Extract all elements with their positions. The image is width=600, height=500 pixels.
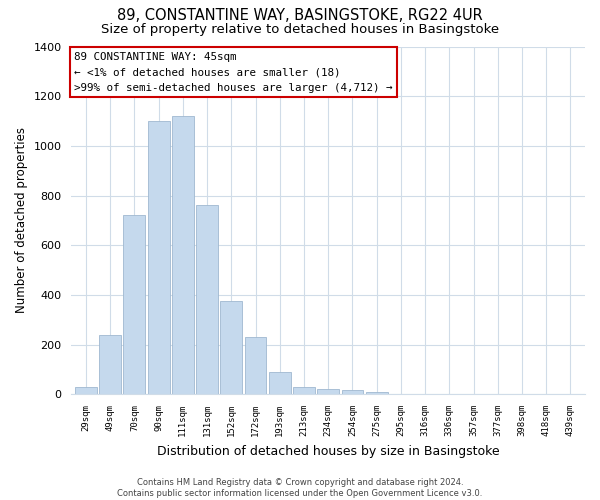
Text: Size of property relative to detached houses in Basingstoke: Size of property relative to detached ho…: [101, 22, 499, 36]
Bar: [293, 386, 315, 394]
Y-axis label: Number of detached properties: Number of detached properties: [15, 128, 28, 314]
Text: 89 CONSTANTINE WAY: 45sqm
← <1% of detached houses are smaller (18)
>99% of semi: 89 CONSTANTINE WAY: 45sqm ← <1% of detac…: [74, 52, 392, 93]
Bar: [220, 301, 242, 394]
Bar: [366, 392, 388, 394]
Bar: [317, 389, 339, 394]
Bar: [75, 386, 97, 394]
Bar: [99, 334, 121, 394]
Bar: [124, 216, 145, 394]
Bar: [269, 372, 290, 394]
Bar: [148, 121, 170, 394]
Bar: [341, 390, 364, 394]
X-axis label: Distribution of detached houses by size in Basingstoke: Distribution of detached houses by size …: [157, 444, 500, 458]
Bar: [196, 206, 218, 394]
Bar: [245, 337, 266, 394]
Bar: [172, 116, 194, 394]
Text: Contains HM Land Registry data © Crown copyright and database right 2024.
Contai: Contains HM Land Registry data © Crown c…: [118, 478, 482, 498]
Text: 89, CONSTANTINE WAY, BASINGSTOKE, RG22 4UR: 89, CONSTANTINE WAY, BASINGSTOKE, RG22 4…: [117, 8, 483, 22]
